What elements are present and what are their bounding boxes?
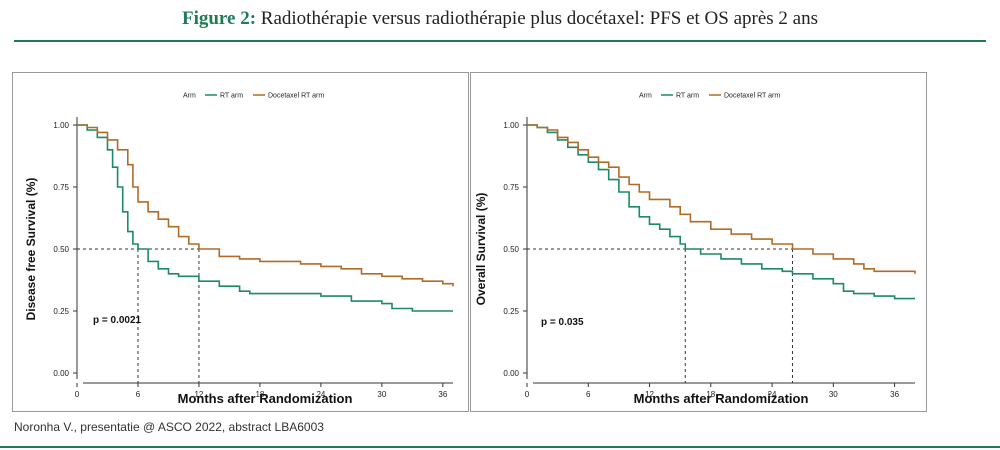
legend-entry-docetaxel-rt-arm: Docetaxel RT arm <box>724 93 780 100</box>
x-axis-label: Months after Randomization <box>634 391 809 406</box>
y-tick-label: 1.00 <box>503 121 519 130</box>
y-axis-label: Overall Survival (%) <box>474 193 488 306</box>
y-tick-label: 0.75 <box>53 183 69 192</box>
x-tick-label: 30 <box>377 390 386 399</box>
x-tick-label: 18 <box>255 390 264 399</box>
y-tick-label: 0.00 <box>53 369 69 378</box>
legend-title: Arm <box>639 93 652 100</box>
legend-entry-rt-arm: RT arm <box>220 93 243 100</box>
y-tick-label: 0.00 <box>503 369 519 378</box>
x-tick-label: 24 <box>316 390 325 399</box>
y-tick-label: 0.25 <box>53 307 69 316</box>
legend-entry-rt-arm: RT arm <box>676 93 699 100</box>
y-tick-label: 0.50 <box>53 245 69 254</box>
docetaxel-rt-arm-curve <box>527 124 916 274</box>
x-tick-label: 36 <box>890 390 899 399</box>
x-tick-label: 24 <box>768 390 777 399</box>
x-axis-label: Months after Randomization <box>178 391 353 406</box>
y-axis-label: Disease free Survival (%) <box>24 178 38 321</box>
legend-title: Arm <box>183 93 196 100</box>
y-tick-label: 0.50 <box>503 245 519 254</box>
bottom-divider <box>0 446 1000 448</box>
x-tick-label: 12 <box>645 390 654 399</box>
x-tick-label: 0 <box>75 390 80 399</box>
pfs-chart: Arm RT arm Docetaxel RT arm 0.00 0.25 0.50 0.7… <box>24 93 454 406</box>
figure-label: Figure 2: <box>181 8 257 29</box>
docetaxel-rt-arm-curve <box>77 124 454 287</box>
x-tick-label: 6 <box>586 390 591 399</box>
os-chart: Arm RT arm Docetaxel RT arm 0.00 0.25 0.50 0.7… <box>474 93 916 406</box>
x-tick-label: 30 <box>829 390 838 399</box>
x-tick-label: 0 <box>525 390 530 399</box>
p-value-annotation: p = 0.0021 <box>93 315 142 326</box>
source-citation: Noronha V., presentatie @ ASCO 2022, abs… <box>14 420 324 434</box>
os-chart-panel: Arm RT arm Docetaxel RT arm 0.00 0.25 0.50 0.7… <box>470 72 927 412</box>
x-tick-label: 36 <box>438 390 447 399</box>
figure-title: Radiothérapie versus radiothérapie plus … <box>260 8 818 29</box>
x-tick-label: 12 <box>194 390 203 399</box>
x-tick-label: 6 <box>136 390 141 399</box>
x-tick-label: 18 <box>706 390 715 399</box>
p-value-annotation: p = 0.035 <box>541 317 584 328</box>
pfs-chart-panel: Arm RT arm Docetaxel RT arm 0.00 0.25 0.50 0.7… <box>12 72 469 412</box>
figure-header: Figure 2: Radiothérapie versus radiothér… <box>0 0 1000 38</box>
rt-arm-curve <box>77 124 453 312</box>
header-divider <box>14 40 986 42</box>
y-tick-label: 0.25 <box>503 307 519 316</box>
legend-entry-docetaxel-rt-arm: Docetaxel RT arm <box>268 93 324 100</box>
y-tick-label: 0.75 <box>503 183 519 192</box>
rt-arm-curve <box>527 124 915 300</box>
y-tick-label: 1.00 <box>53 121 69 130</box>
